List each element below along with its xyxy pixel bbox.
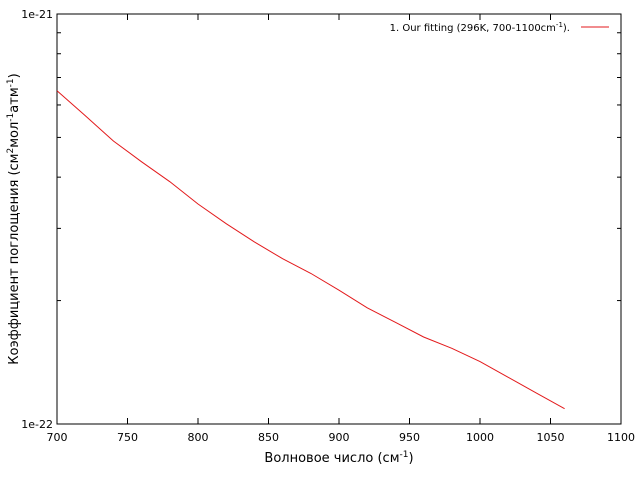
y-axis-ticks: 1e-21 1e-22 (21, 8, 621, 431)
x-tick-label-1100: 1100 (607, 431, 635, 444)
x-tick-label-800: 800 (188, 431, 209, 444)
x-tick-label-900: 900 (329, 431, 350, 444)
y-axis-title-sup: 2 (6, 148, 16, 154)
series-layer (56, 90, 565, 410)
x-tick-label-950: 950 (399, 431, 420, 444)
x-axis-ticks: 700 750 800 850 900 950 1000 1050 1100 (47, 14, 635, 444)
legend-label-sup: -1 (556, 21, 563, 29)
y-axis-title-part: ) (7, 73, 22, 78)
y-tick-label: 1e-22 (21, 418, 53, 431)
plot-frame (56, 13, 622, 425)
x-tick-label-1000: 1000 (466, 431, 494, 444)
x-tick-label-750: 750 (117, 431, 138, 444)
y-axis-title-part: мол (7, 122, 22, 148)
x-tick-label-1050: 1050 (537, 431, 565, 444)
x-tick-label-700: 700 (47, 431, 68, 444)
y-axis-title-sup: -1 (6, 113, 16, 122)
legend: 1. Our fitting (296K, 700-1100cm-1). (390, 21, 609, 34)
x-axis-title-sup: -1 (400, 450, 409, 460)
series-line-1 (56, 90, 565, 410)
x-axis-title: Волновое число (см-1) (264, 450, 413, 466)
y-axis-title-sup: -1 (6, 78, 16, 87)
y-axis-title-part: Коэффициент поглощения (см (7, 154, 22, 365)
y-axis-title-part: атм (7, 87, 22, 112)
x-tick-label-850: 850 (258, 431, 279, 444)
y-axis-title: Коэффициент поглощения (см2мол-1атм-1) (6, 73, 22, 364)
legend-label: 1. Our fitting (296K, 700-1100cm-1). (390, 21, 570, 34)
y-tick-label: 1e-21 (21, 8, 53, 21)
